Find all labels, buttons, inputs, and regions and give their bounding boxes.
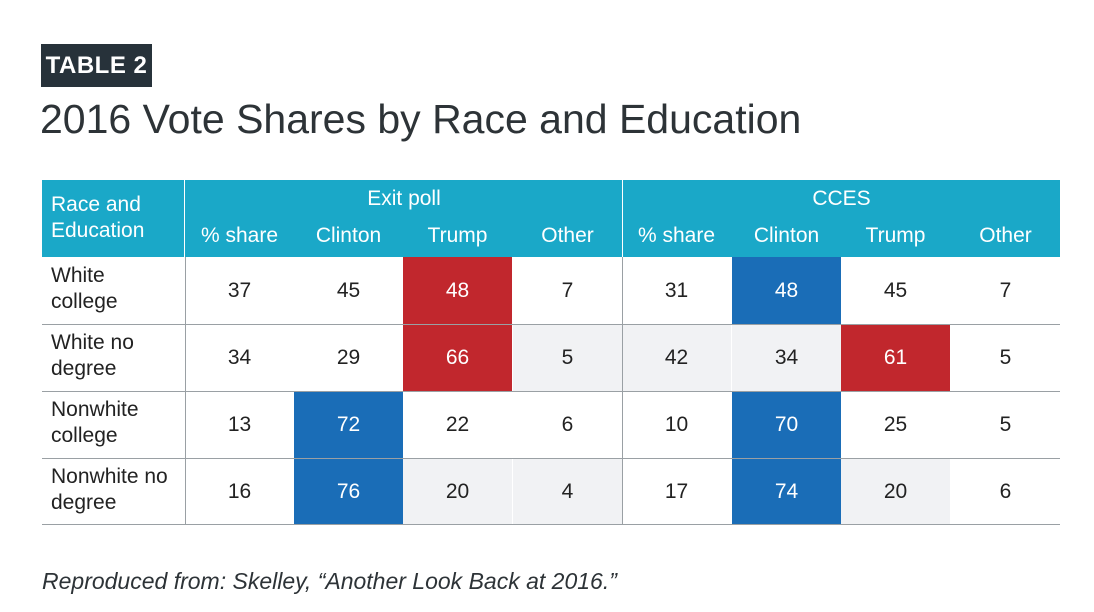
table-cell: 5 <box>513 324 622 391</box>
row-label: Nonwhite college <box>51 398 139 447</box>
table-cell: 34 <box>732 324 841 391</box>
table-cell: 4 <box>513 458 622 525</box>
table-row: White college 37 45 48 7 31 48 45 7 <box>42 257 1060 324</box>
row-divider <box>42 324 1060 325</box>
table-row: Nonwhite no degree 16 76 20 4 17 74 20 6 <box>42 458 1060 525</box>
column-header: Trump <box>427 224 488 247</box>
column-header: % share <box>200 224 279 247</box>
table-cell: 20 <box>841 458 950 525</box>
table-cell: 45 <box>883 279 908 302</box>
row-divider <box>42 458 1060 459</box>
table-cell: 42 <box>622 324 731 391</box>
column-header: Clinton <box>753 224 820 247</box>
page-title: 2016 Vote Shares by Race and Education <box>40 96 802 142</box>
corner-header-label: Race and Education <box>51 193 145 242</box>
table-row: White no degree 34 29 66 5 42 34 61 5 <box>42 324 1060 391</box>
table-cell: 6 <box>999 480 1012 503</box>
table-cell: 22 <box>445 413 470 436</box>
table-cell: 6 <box>561 413 574 436</box>
table-cell: 72 <box>294 391 403 458</box>
column-header: Other <box>979 224 1032 247</box>
column-divider <box>622 257 623 525</box>
table-cell: 7 <box>999 279 1012 302</box>
source-note: Reproduced from: Skelley, “Another Look … <box>42 568 617 594</box>
row-label: White no degree <box>51 331 134 380</box>
table-cell: 45 <box>336 279 361 302</box>
table-cell: 34 <box>227 346 252 369</box>
row-divider <box>42 524 1060 525</box>
table-cell: 16 <box>227 480 252 503</box>
column-header: Clinton <box>315 224 382 247</box>
table-tag: TABLE 2 <box>41 44 152 87</box>
group-divider <box>622 180 623 257</box>
table-cell: 17 <box>664 480 689 503</box>
table-cell: 74 <box>732 458 841 525</box>
table-cell: 31 <box>664 279 689 302</box>
column-header: Other <box>541 224 594 247</box>
row-divider <box>42 391 1060 392</box>
table-cell: 25 <box>883 413 908 436</box>
table-cell: 70 <box>732 391 841 458</box>
row-label: White college <box>51 264 118 313</box>
table-cell: 48 <box>403 257 512 324</box>
column-divider <box>185 257 186 525</box>
table-cell: 37 <box>227 279 252 302</box>
table-cell: 10 <box>664 413 689 436</box>
table-cell: 13 <box>227 413 252 436</box>
group-header-exit-poll: Exit poll <box>367 187 441 210</box>
row-label: Nonwhite no degree <box>51 465 168 514</box>
column-header: Trump <box>865 224 926 247</box>
table-cell: 5 <box>999 413 1012 436</box>
group-header-cces: CCES <box>812 187 871 210</box>
table-cell: 20 <box>403 458 512 525</box>
table-cell: 61 <box>841 324 950 391</box>
table-header: Race and Education Exit poll CCES % share… <box>42 180 1060 257</box>
table-cell: 29 <box>336 346 361 369</box>
table-cell: 66 <box>403 324 512 391</box>
table-row: Nonwhite college 13 72 22 6 10 70 25 5 <box>42 391 1060 458</box>
vote-share-table: Race and Education Exit poll CCES % share… <box>42 180 1060 525</box>
column-header: % share <box>637 224 716 247</box>
table-cell: 5 <box>999 346 1012 369</box>
table-cell: 76 <box>294 458 403 525</box>
table-cell: 7 <box>561 279 574 302</box>
table-cell: 48 <box>732 257 841 324</box>
corner-header: Race and Education <box>42 180 185 257</box>
